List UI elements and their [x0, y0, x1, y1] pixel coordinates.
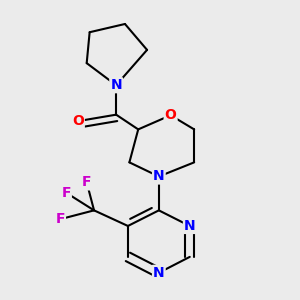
Text: O: O — [165, 108, 176, 122]
Text: O: O — [72, 114, 84, 128]
Text: F: F — [82, 176, 92, 189]
Text: N: N — [153, 169, 165, 184]
Text: F: F — [56, 212, 65, 226]
Text: N: N — [153, 266, 165, 280]
Text: N: N — [184, 219, 196, 233]
Text: N: N — [110, 78, 122, 92]
Text: F: F — [61, 186, 71, 200]
